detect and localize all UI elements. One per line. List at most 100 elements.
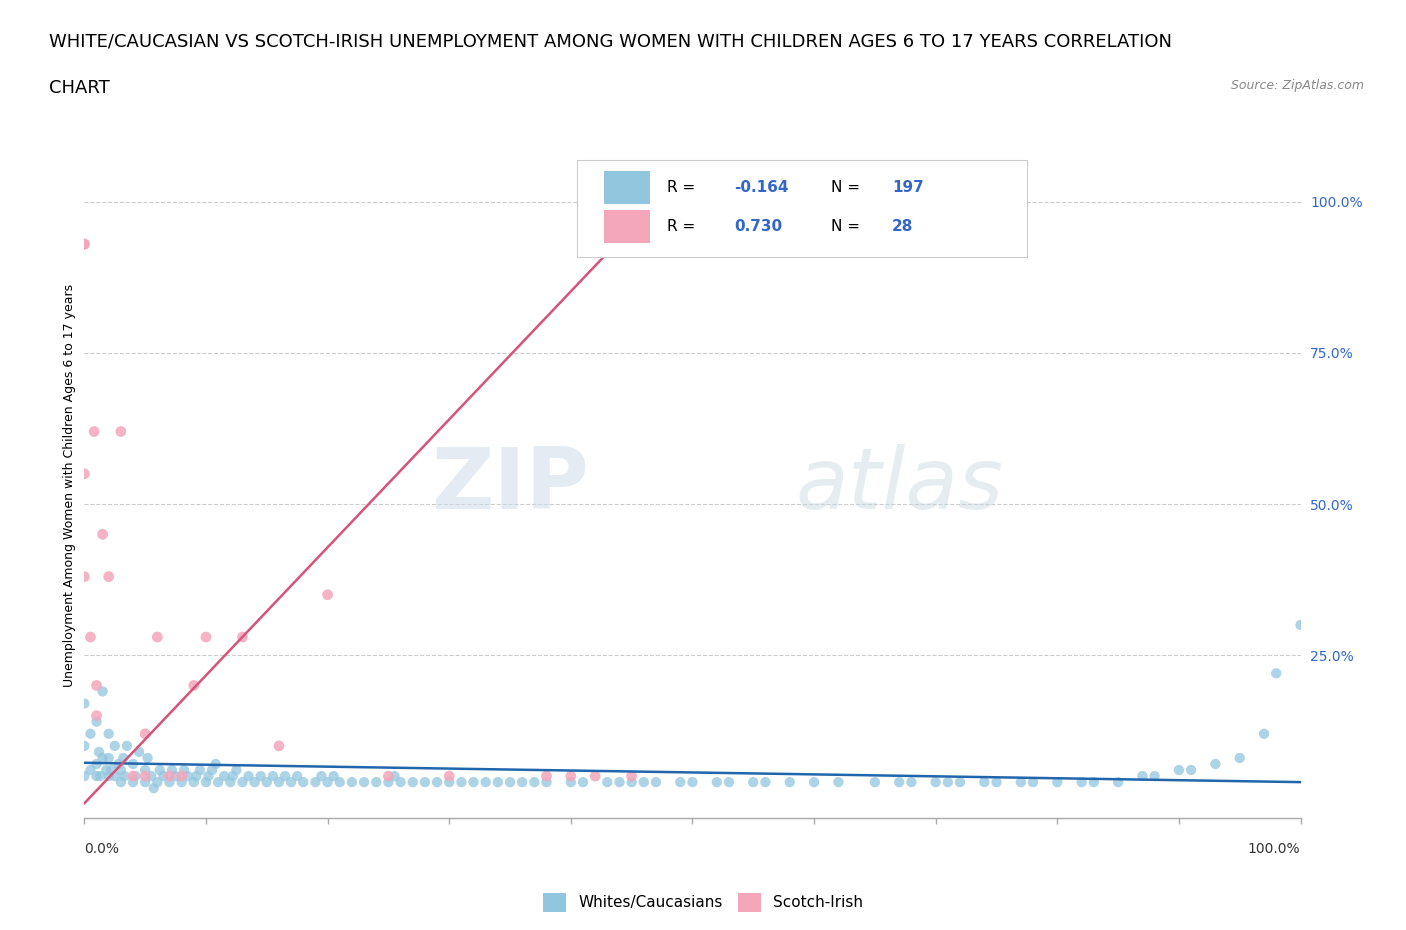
Point	[936, 775, 959, 790]
Point	[97, 751, 120, 765]
Point	[1180, 763, 1202, 777]
Point	[262, 768, 284, 783]
Point	[231, 775, 253, 790]
Point	[107, 757, 129, 772]
Point	[73, 696, 96, 711]
Point	[256, 775, 278, 790]
Point	[560, 768, 582, 783]
Point	[340, 775, 363, 790]
Point	[186, 768, 208, 783]
Point	[73, 738, 96, 753]
Point	[669, 775, 692, 790]
Point	[201, 763, 224, 777]
Text: -0.164: -0.164	[734, 180, 789, 195]
Point	[1083, 775, 1105, 790]
Point	[122, 768, 145, 783]
Point	[285, 768, 308, 783]
Point	[742, 775, 765, 790]
Point	[377, 775, 399, 790]
Point	[353, 775, 375, 790]
Point	[122, 775, 145, 790]
Point	[183, 678, 205, 693]
Point	[863, 775, 886, 790]
Point	[620, 775, 643, 790]
Point	[889, 775, 911, 790]
Point	[112, 751, 135, 765]
Point	[1046, 775, 1069, 790]
Point	[188, 763, 211, 777]
Point	[222, 768, 245, 783]
Point	[86, 678, 108, 693]
Point	[97, 569, 120, 584]
Point	[682, 775, 704, 790]
Point	[100, 763, 122, 777]
Point	[146, 775, 169, 790]
Point	[267, 738, 290, 753]
Point	[474, 775, 496, 790]
Point	[389, 775, 412, 790]
Point	[134, 726, 156, 741]
Text: ZIP: ZIP	[432, 445, 589, 527]
Point	[86, 768, 108, 783]
Point	[523, 775, 546, 790]
Point	[439, 768, 461, 783]
Point	[949, 775, 972, 790]
Point	[142, 781, 165, 796]
Point	[925, 775, 948, 790]
Point	[486, 775, 509, 790]
Text: atlas: atlas	[796, 445, 1004, 527]
Bar	[603, 210, 650, 244]
Point	[73, 768, 96, 783]
Point	[73, 237, 96, 252]
Point	[243, 775, 266, 790]
Point	[136, 751, 159, 765]
Text: WHITE/CAUCASIAN VS SCOTCH-IRISH UNEMPLOYMENT AMONG WOMEN WITH CHILDREN AGES 6 TO: WHITE/CAUCASIAN VS SCOTCH-IRISH UNEMPLOY…	[49, 33, 1173, 50]
Point	[134, 775, 156, 790]
Point	[413, 775, 436, 790]
Point	[97, 768, 120, 783]
Text: 100.0%: 100.0%	[1249, 842, 1301, 856]
Point	[426, 775, 449, 790]
Point	[322, 768, 344, 783]
Point	[152, 768, 174, 783]
Text: 28: 28	[891, 219, 914, 234]
Bar	[603, 171, 650, 205]
Text: N =: N =	[831, 219, 865, 234]
Point	[73, 569, 96, 584]
Point	[316, 588, 339, 603]
Point	[91, 684, 114, 699]
Point	[97, 726, 120, 741]
Point	[170, 768, 193, 783]
Point	[280, 775, 302, 790]
Point	[1229, 751, 1251, 765]
Point	[73, 467, 96, 482]
Point	[110, 763, 132, 777]
Point	[160, 763, 183, 777]
Point	[304, 775, 326, 790]
Point	[96, 763, 118, 777]
Point	[609, 775, 631, 790]
Point	[900, 775, 922, 790]
Point	[219, 775, 242, 790]
Legend: Whites/Caucasians, Scotch-Irish: Whites/Caucasians, Scotch-Irish	[537, 887, 869, 918]
Point	[86, 709, 108, 724]
Point	[633, 775, 655, 790]
Text: Source: ZipAtlas.com: Source: ZipAtlas.com	[1230, 79, 1364, 92]
Point	[86, 714, 108, 729]
Point	[207, 775, 229, 790]
Point	[973, 775, 995, 790]
Point	[170, 775, 193, 790]
Point	[754, 775, 776, 790]
Point	[134, 763, 156, 777]
Point	[583, 768, 606, 783]
Point	[827, 775, 849, 790]
Point	[1143, 768, 1166, 783]
Point	[204, 757, 226, 772]
Point	[91, 751, 114, 765]
Point	[231, 630, 253, 644]
Point	[110, 424, 132, 439]
Point	[645, 775, 668, 790]
Point	[195, 775, 218, 790]
Point	[316, 775, 339, 790]
Point	[274, 768, 297, 783]
